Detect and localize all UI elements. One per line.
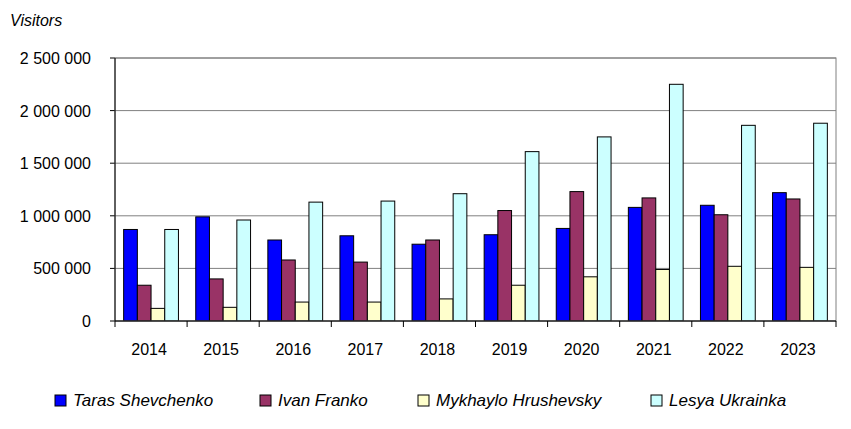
x-tick (331, 321, 332, 327)
x-tick-label: 2016 (275, 341, 311, 358)
bar (597, 137, 611, 321)
x-tick-label: 2015 (203, 341, 239, 358)
bar (137, 285, 151, 321)
y-tick-label: 2 500 000 (20, 50, 91, 67)
x-tick (259, 321, 260, 327)
legend-swatch (260, 395, 271, 406)
bar (525, 152, 539, 321)
bar (498, 211, 512, 321)
bar (773, 193, 787, 321)
x-tick (403, 321, 404, 327)
x-tick (115, 321, 116, 327)
x-tick (187, 321, 188, 327)
bar (412, 244, 426, 321)
bar (282, 260, 296, 321)
y-tick-label: 2 000 000 (20, 103, 91, 120)
bar (237, 220, 251, 321)
chart: 0 500 000 1 000 000 1 500 000 2 000 000 2 500… (0, 0, 851, 429)
bar (295, 302, 309, 321)
bar (700, 205, 714, 321)
bar (556, 228, 570, 321)
bar (786, 199, 800, 321)
legend-label: Taras Shevchenko (73, 391, 213, 410)
y-tick (110, 58, 115, 59)
bar (570, 192, 584, 321)
x-tick-label: 2018 (420, 341, 456, 358)
legend-swatch (418, 395, 429, 406)
bar (728, 266, 742, 321)
bar (196, 217, 210, 321)
bar (714, 215, 728, 321)
bar (800, 267, 814, 321)
bar (268, 240, 282, 321)
bar (151, 308, 165, 321)
bar (642, 198, 656, 321)
bar (124, 229, 138, 321)
bar (512, 285, 526, 321)
bars (124, 84, 828, 321)
bar (381, 201, 395, 321)
bar (223, 307, 237, 321)
x-tick-label: 2020 (564, 341, 600, 358)
bar (426, 240, 440, 321)
bar (209, 279, 223, 321)
legend-swatch (651, 395, 662, 406)
bar (742, 125, 756, 321)
y-tick (110, 110, 115, 111)
x-tick (547, 321, 548, 327)
plot-area (115, 58, 836, 321)
bar (354, 262, 368, 321)
y-tick (110, 321, 115, 322)
x-tick-label: 2019 (492, 341, 528, 358)
bar (309, 202, 323, 321)
y-tick (110, 163, 115, 164)
bar (814, 123, 828, 321)
x-tick-label: 2023 (780, 341, 816, 358)
legend: Taras Shevchenko Ivan Franko Mykhaylo Hrus… (55, 391, 786, 410)
x-tick-label: 2021 (636, 341, 672, 358)
x-tick (763, 321, 764, 327)
grid-line (115, 110, 836, 111)
bar (165, 229, 179, 321)
legend-label: Ivan Franko (278, 391, 368, 410)
x-tick (475, 321, 476, 327)
bar (584, 277, 598, 321)
legend-swatch (55, 395, 66, 406)
bar (484, 235, 498, 321)
y-axis-label: Visitors (10, 12, 62, 29)
y-tick (110, 215, 115, 216)
y-tick (110, 268, 115, 269)
bar (628, 207, 642, 321)
bar (439, 299, 453, 321)
y-tick-label: 1 000 000 (20, 208, 91, 225)
bar (340, 236, 354, 321)
bar (367, 302, 381, 321)
y-tick-label: 1 500 000 (20, 155, 91, 172)
y-tick-label: 0 (82, 313, 91, 330)
x-tick-label: 2017 (348, 341, 384, 358)
y-tick-label: 500 000 (33, 260, 91, 277)
x-tick (691, 321, 692, 327)
bar (669, 84, 683, 321)
legend-label: Mykhaylo Hrushevsky (436, 391, 603, 410)
bar (656, 269, 670, 321)
plot-frame (115, 58, 836, 321)
legend-label: Lesya Ukrainka (669, 391, 786, 410)
x-tick-label: 2022 (708, 341, 744, 358)
bar (453, 194, 467, 321)
x-tick-label: 2014 (131, 341, 167, 358)
x-tick (619, 321, 620, 327)
y-axis (115, 58, 116, 321)
x-tick (836, 321, 837, 327)
grid-line (115, 163, 836, 164)
